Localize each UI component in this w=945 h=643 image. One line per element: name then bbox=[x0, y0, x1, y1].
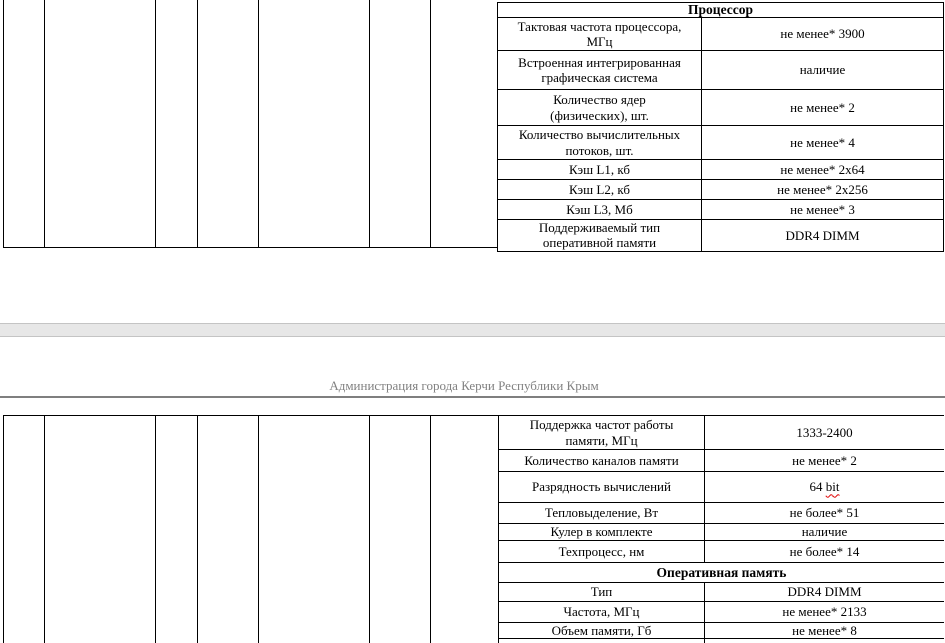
misspelled-word: bit bbox=[825, 479, 840, 495]
table-column-divider bbox=[197, 0, 198, 248]
processor-spec-table: Процессор Тактовая частота процессора, М… bbox=[497, 2, 944, 252]
value-text: 64 bbox=[809, 479, 826, 495]
spec-row: Тактовая частота процессора, МГц не мене… bbox=[497, 17, 944, 51]
table-top-border bbox=[3, 415, 499, 416]
spec-value: 64 bit bbox=[704, 471, 944, 503]
page-header-text: Администрация города Керчи Республики Кр… bbox=[329, 378, 599, 393]
section-header-row: Процессор bbox=[497, 2, 944, 18]
spec-value: не менее* 8 bbox=[704, 621, 944, 640]
spec-row: Количество каналов памяти не менее* 2 bbox=[498, 449, 944, 472]
table-bottom-border bbox=[3, 247, 498, 248]
spec-value: DDR4 DIMM bbox=[701, 219, 944, 252]
spec-row: Поддерживаемый тип оперативной памяти DD… bbox=[497, 219, 944, 252]
spec-row: Кулер в комплекте наличие bbox=[498, 523, 944, 541]
spec-value: наличие bbox=[704, 523, 944, 541]
spec-label: Поддержка частот работы памяти, МГц bbox=[498, 415, 705, 450]
spec-label: Техпроцесс, нм bbox=[498, 540, 705, 563]
spec-value: не менее* 2133 bbox=[704, 601, 944, 623]
table-column-divider bbox=[44, 0, 45, 248]
spec-label bbox=[498, 638, 705, 643]
table-column-divider bbox=[369, 0, 370, 248]
spec-value bbox=[704, 638, 944, 643]
table-column-divider bbox=[258, 0, 259, 248]
spec-row: Частота, МГц не менее* 2133 bbox=[498, 601, 944, 623]
section-title: Процессор bbox=[497, 2, 944, 18]
table-column-divider bbox=[155, 0, 156, 248]
table-column-divider bbox=[44, 415, 45, 643]
page-gap bbox=[0, 323, 945, 337]
spec-row: Кэш L2, кб не менее* 2х256 bbox=[497, 179, 944, 200]
table-column-divider bbox=[369, 415, 370, 643]
spec-row: Объем памяти, Гб не менее* 8 bbox=[498, 621, 944, 640]
spec-label: Тепловыделение, Вт bbox=[498, 502, 705, 524]
spec-label: Тактовая частота процессора, МГц bbox=[497, 17, 702, 51]
spec-value: 1333-2400 bbox=[704, 415, 944, 450]
spec-label: Поддерживаемый тип оперативной памяти bbox=[497, 219, 702, 252]
spec-row: Поддержка частот работы памяти, МГц 1333… bbox=[498, 415, 944, 450]
spec-label: Объем памяти, Гб bbox=[498, 621, 705, 640]
spec-value: не менее* 2 bbox=[704, 449, 944, 472]
section-header-row: Оперативная память bbox=[498, 562, 944, 583]
spec-row: Кэш L1, кб не менее* 2х64 bbox=[497, 159, 944, 180]
spec-value: не более* 51 bbox=[704, 502, 944, 524]
spec-label: Количество вычислительных потоков, шт. bbox=[497, 125, 702, 160]
spec-value: наличие bbox=[701, 50, 944, 90]
table-column-divider bbox=[258, 415, 259, 643]
page-header-rule bbox=[0, 396, 945, 398]
spec-label: Встроенная интегрированная графическая с… bbox=[497, 50, 702, 90]
table-column-divider bbox=[3, 0, 4, 248]
spec-label: Количество ядер (физических), шт. bbox=[497, 89, 702, 126]
spec-row: Разрядность вычислений 64 bit bbox=[498, 471, 944, 503]
spec-row: Встроенная интегрированная графическая с… bbox=[497, 50, 944, 90]
spec-value: не более* 14 bbox=[704, 540, 944, 563]
table-column-divider bbox=[155, 415, 156, 643]
spec-label: Кэш L1, кб bbox=[497, 159, 702, 180]
spec-value: не менее* 3900 bbox=[701, 17, 944, 51]
spec-value: не менее* 2 bbox=[701, 89, 944, 126]
spec-label: Кэш L3, Мб bbox=[497, 199, 702, 220]
table-column-divider bbox=[430, 0, 431, 248]
spec-label: Тип bbox=[498, 582, 705, 602]
spec-value: не менее* 3 bbox=[701, 199, 944, 220]
spec-row: Техпроцесс, нм не более* 14 bbox=[498, 540, 944, 563]
table-column-divider bbox=[430, 415, 431, 643]
section-title: Оперативная память bbox=[498, 562, 944, 583]
spec-label: Разрядность вычислений bbox=[498, 471, 705, 503]
spec-label: Частота, МГц bbox=[498, 601, 705, 623]
spec-label: Кэш L2, кб bbox=[497, 179, 702, 200]
spec-row: Тепловыделение, Вт не более* 51 bbox=[498, 502, 944, 524]
spec-row: Количество вычислительных потоков, шт. н… bbox=[497, 125, 944, 160]
memory-spec-table: Поддержка частот работы памяти, МГц 1333… bbox=[498, 415, 944, 643]
spec-row-partial bbox=[498, 638, 944, 643]
spec-row: Тип DDR4 DIMM bbox=[498, 582, 944, 602]
spec-value: DDR4 DIMM bbox=[704, 582, 944, 602]
spec-value: не менее* 2х256 bbox=[701, 179, 944, 200]
table-column-divider bbox=[3, 415, 4, 643]
spec-row: Кэш L3, Мб не менее* 3 bbox=[497, 199, 944, 220]
spec-label: Количество каналов памяти bbox=[498, 449, 705, 472]
spec-value: не менее* 4 bbox=[701, 125, 944, 160]
spec-row: Количество ядер (физических), шт. не мен… bbox=[497, 89, 944, 126]
spec-label: Кулер в комплекте bbox=[498, 523, 705, 541]
table-column-divider bbox=[197, 415, 198, 643]
spec-value: не менее* 2х64 bbox=[701, 159, 944, 180]
